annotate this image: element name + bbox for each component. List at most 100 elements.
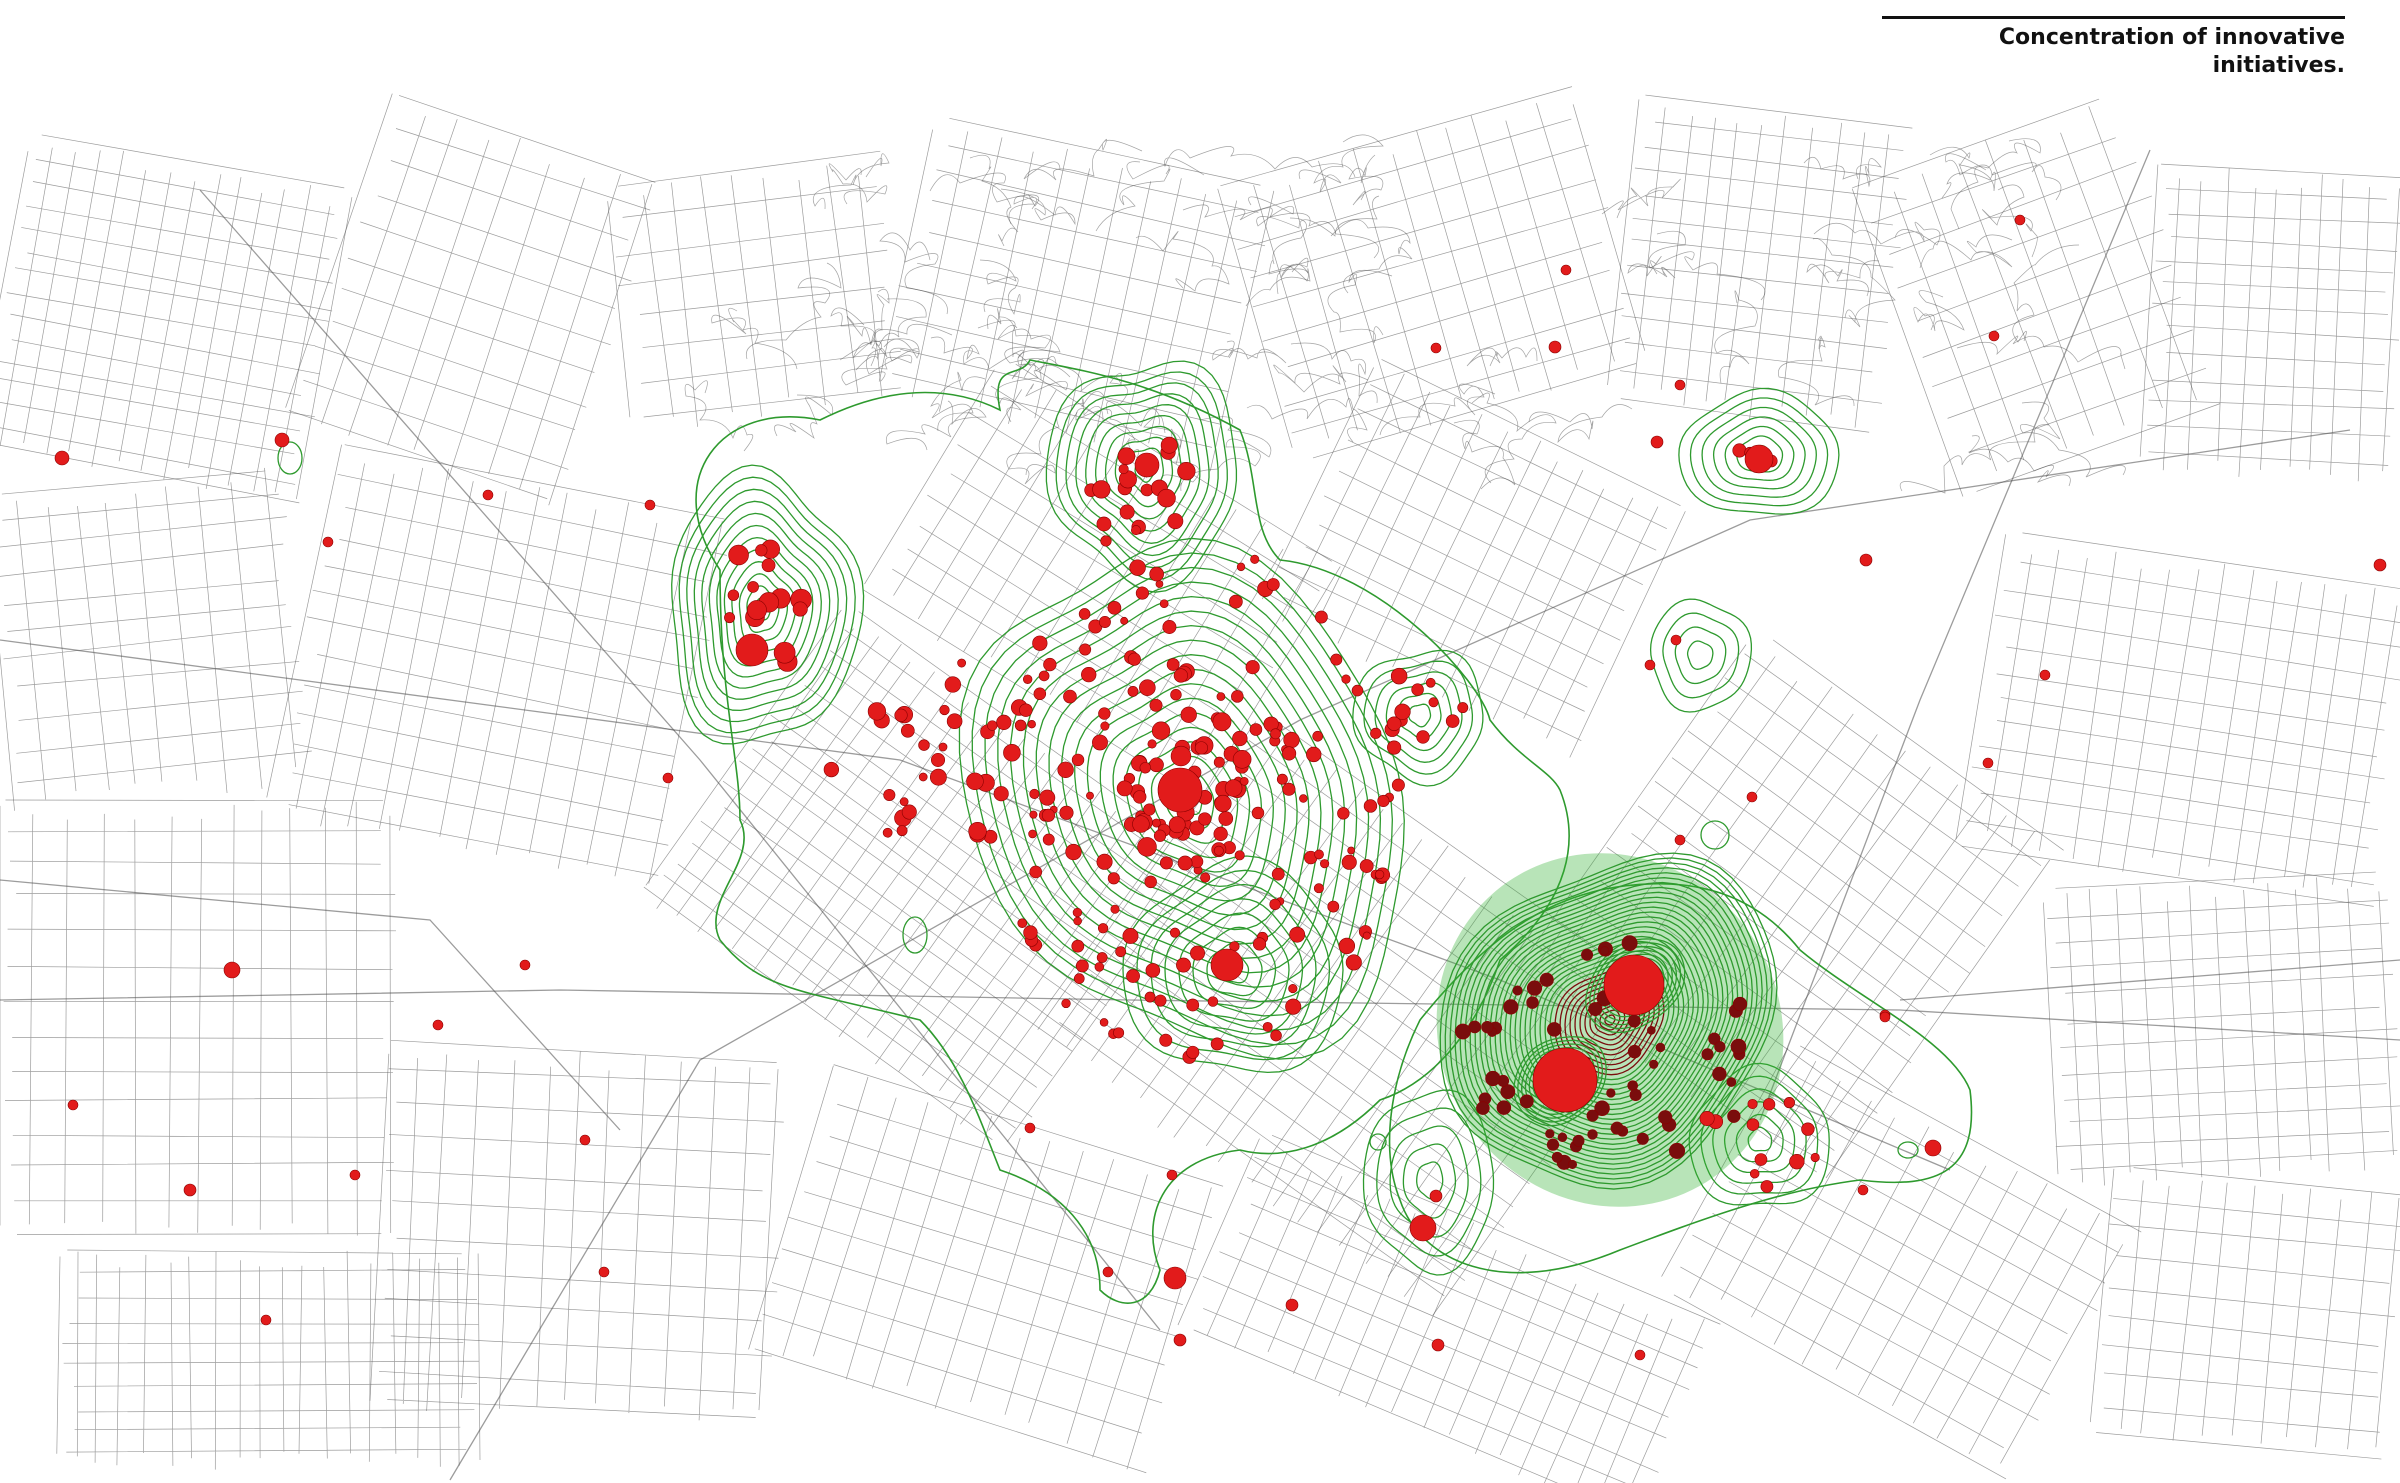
hill-street: [1648, 230, 1766, 301]
initiative-dot: [894, 708, 908, 722]
initiative-dot: [1157, 767, 1203, 813]
hill-street: [979, 259, 1021, 315]
density-peak: [958, 537, 1405, 1060]
initiative-dot: [1347, 846, 1355, 855]
initiative-dot: [1140, 483, 1154, 497]
initiative-dot: [2373, 558, 2387, 572]
initiative-dot: [1029, 810, 1038, 819]
hill-street: [1528, 404, 1633, 444]
initiative-dot: [883, 788, 896, 801]
initiative-dot: [1306, 746, 1322, 763]
initiative-dot: [1110, 904, 1120, 914]
initiative-dot: [1039, 789, 1056, 806]
street-grid: [878, 117, 1275, 472]
initiative-dot: [1746, 791, 1758, 803]
initiative-dot: [1658, 1110, 1673, 1125]
hill-street: [1929, 146, 1996, 199]
initiative-dot: [1228, 594, 1243, 609]
arterial-road: [1899, 959, 2400, 1001]
hill-street: [830, 307, 877, 367]
initiative-dot: [735, 633, 769, 667]
hill-street: [2019, 401, 2126, 478]
hill-street: [1899, 424, 2050, 494]
initiative-dot: [1154, 994, 1167, 1007]
initiative-dot: [1236, 562, 1246, 572]
initiative-dot: [1139, 679, 1156, 696]
initiative-dot: [1116, 780, 1133, 797]
street-grid: [1217, 86, 1646, 459]
initiative-dot: [1023, 925, 1038, 940]
initiative-dot: [1363, 799, 1378, 813]
initiative-dot: [1027, 720, 1036, 729]
initiative-dot: [1594, 1100, 1610, 1116]
street-grid: [0, 799, 397, 1236]
initiative-dot: [1425, 677, 1436, 688]
initiative-dot: [929, 768, 947, 786]
initiative-dot: [1362, 931, 1371, 940]
hill-street: [1778, 335, 1855, 407]
initiative-dot: [1028, 829, 1037, 839]
hill-street: [1950, 138, 2041, 230]
initiative-dot: [1079, 643, 1092, 656]
initiative-dot: [432, 1019, 444, 1031]
initiative-dot: [1627, 1044, 1642, 1059]
initiative-dot: [1266, 578, 1280, 591]
initiative-dot: [1071, 939, 1085, 953]
initiative-dot: [1155, 580, 1164, 588]
street-grid: [1607, 94, 1913, 433]
initiative-dot: [1476, 1101, 1490, 1115]
initiative-dot: [987, 720, 998, 731]
hill-street: [885, 400, 987, 451]
initiative-dot: [1351, 684, 1364, 697]
initiative-dot: [918, 739, 930, 751]
hill-street: [1164, 146, 1356, 178]
hill-street: [1348, 154, 1384, 206]
street-grid: [369, 1039, 784, 1421]
initiative-dot: [1377, 794, 1390, 808]
initiative-dot: [896, 825, 908, 837]
hill-street: [684, 380, 754, 452]
density-peak: [1678, 387, 1840, 515]
initiative-dot: [1394, 703, 1411, 720]
initiative-dot: [1982, 757, 1994, 769]
hill-street: [2012, 244, 2080, 343]
hill-street: [969, 154, 1019, 247]
hill-street: [839, 340, 913, 386]
hill-street: [855, 298, 927, 371]
initiative-dot: [1043, 657, 1057, 672]
initiative-dot: [1512, 985, 1523, 996]
initiative-dot: [1029, 788, 1040, 799]
hill-street: [1803, 156, 1882, 188]
initiative-dot: [724, 612, 736, 624]
hill-street: [930, 336, 1024, 370]
initiative-dot: [728, 544, 749, 566]
initiative-dot: [1314, 849, 1324, 860]
initiative-dot: [1879, 1011, 1891, 1023]
initiative-dot: [223, 961, 241, 979]
initiative-dot: [1167, 513, 1184, 530]
initiative-dot: [1726, 1077, 1737, 1087]
initiative-dot: [1097, 923, 1109, 934]
initiative-dot: [1411, 683, 1424, 696]
initiative-dot: [1581, 948, 1594, 961]
hill-street: [745, 262, 842, 360]
initiative-dot: [1096, 952, 1108, 963]
street-grid: [2043, 871, 2400, 1186]
initiative-dot: [1176, 957, 1191, 973]
initiative-dot: [644, 499, 656, 511]
initiative-dot: [1674, 379, 1686, 391]
initiative-dot: [1190, 945, 1205, 961]
initiative-dot: [968, 821, 987, 841]
initiative-dot: [1213, 756, 1225, 768]
initiative-dot: [1636, 1132, 1649, 1145]
initiative-dot: [1232, 750, 1252, 769]
initiative-dot: [1071, 753, 1085, 767]
initiative-dot: [727, 589, 740, 601]
initiative-dot: [1081, 666, 1097, 683]
initiative-dot: [1019, 703, 1033, 717]
initiative-dot: [1644, 659, 1656, 671]
initiative-dot: [1600, 946, 1610, 956]
initiative-dot: [1270, 728, 1281, 740]
initiative-dot: [1132, 815, 1150, 833]
